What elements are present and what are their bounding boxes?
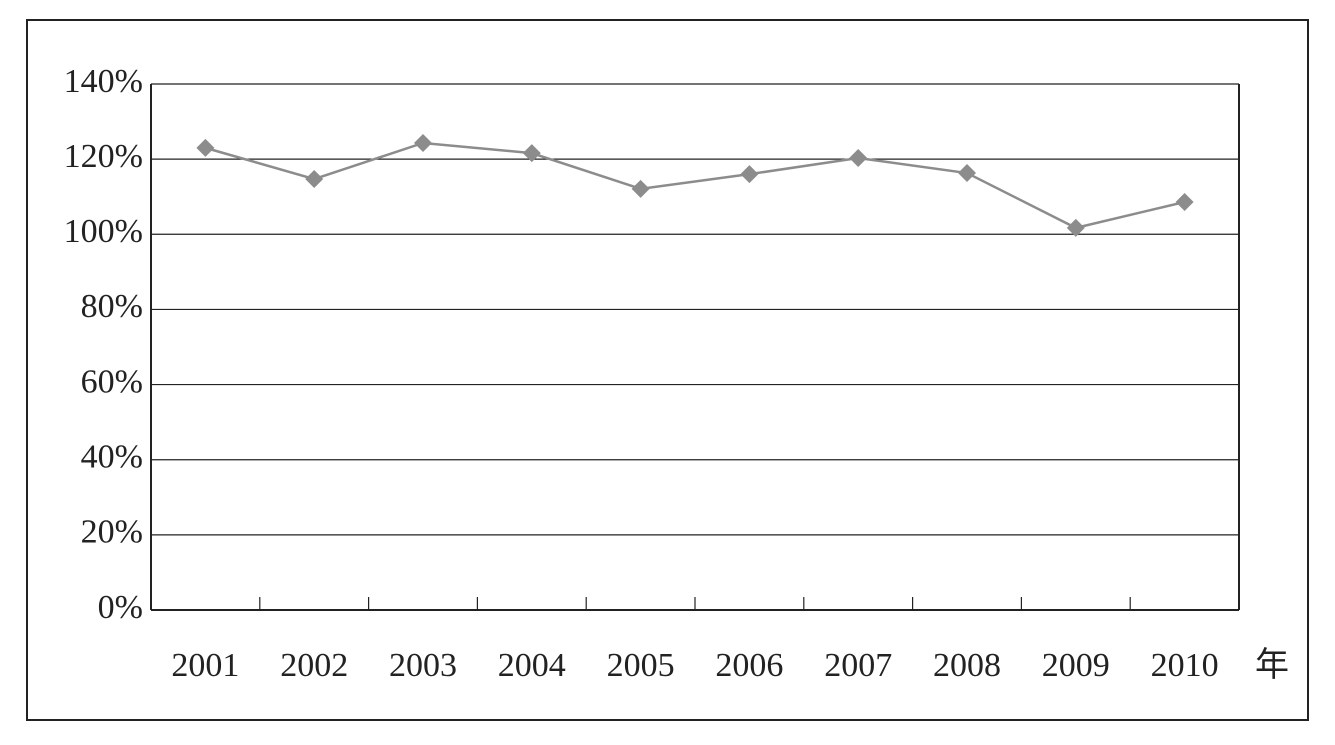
data-line — [205, 141, 1185, 230]
data-point — [1175, 192, 1194, 211]
x-axis-label: 年 — [1255, 646, 1289, 684]
x-tick-label: 2003 — [389, 647, 457, 684]
chart-frame — [26, 19, 1309, 721]
x-tick-label: 2008 — [933, 647, 1001, 684]
data-point — [740, 165, 759, 184]
data-point — [305, 170, 324, 189]
y-tick-label: 140% — [64, 63, 143, 100]
x-tick-label: 2006 — [715, 647, 783, 684]
y-tick-label: 20% — [81, 514, 143, 551]
y-tick-label: 120% — [64, 138, 143, 175]
y-tick-label: 60% — [81, 363, 143, 400]
data-point — [958, 164, 976, 183]
x-tick-label: 2004 — [498, 647, 566, 684]
data-point — [1066, 218, 1085, 237]
data-point — [631, 179, 650, 198]
data-point — [414, 133, 432, 152]
data-point — [196, 138, 215, 157]
x-tick-label: 2009 — [1042, 647, 1110, 684]
data-point — [522, 144, 541, 163]
x-tick-label: 2001 — [171, 647, 239, 684]
x-tick-label: 2002 — [280, 647, 348, 684]
y-tick-label: 80% — [81, 288, 143, 325]
x-tick-label: 2010 — [1151, 647, 1219, 684]
y-tick-label: 100% — [64, 213, 143, 250]
y-tick-label: 40% — [81, 439, 143, 476]
x-tick-label: 2007 — [824, 647, 892, 684]
y-tick-label: 0% — [98, 589, 143, 626]
data-point — [849, 149, 868, 168]
x-tick-label: 2005 — [607, 647, 675, 684]
